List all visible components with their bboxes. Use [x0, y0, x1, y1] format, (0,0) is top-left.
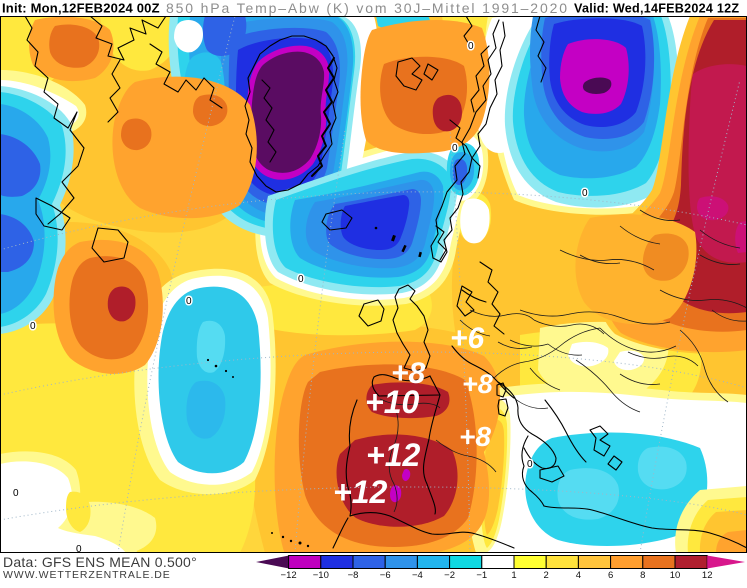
svg-text:12: 12 [702, 570, 713, 581]
svg-text:WWW.WETTERZENTRALE.DE: WWW.WETTERZENTRALE.DE [3, 569, 171, 581]
svg-text:−12: −12 [281, 570, 297, 581]
svg-text:2: 2 [544, 570, 549, 581]
svg-text:−1: −1 [476, 570, 487, 581]
svg-text:+6: +6 [450, 322, 485, 355]
svg-text:850 hPa Temp–Abw (K) vom 30J–M: 850 hPa Temp–Abw (K) vom 30J–Mittel 1991… [166, 0, 569, 16]
svg-text:0: 0 [30, 321, 36, 332]
svg-text:0: 0 [452, 143, 458, 154]
svg-text:−2: −2 [444, 570, 455, 581]
svg-text:0: 0 [76, 544, 82, 555]
svg-text:−6: −6 [380, 570, 391, 581]
svg-text:+12: +12 [366, 437, 420, 473]
svg-text:0: 0 [468, 41, 474, 52]
svg-text:4: 4 [576, 570, 581, 581]
svg-text:+12: +12 [333, 474, 387, 510]
svg-text:0: 0 [527, 459, 533, 470]
svg-text:Init: Mon,12FEB2024 00Z: Init: Mon,12FEB2024 00Z [2, 1, 160, 16]
svg-text:8: 8 [640, 570, 645, 581]
svg-text:0: 0 [298, 274, 304, 285]
svg-text:Data: GFS ENS MEAN 0.500°: Data: GFS ENS MEAN 0.500° [3, 554, 197, 570]
svg-text:1: 1 [511, 570, 516, 581]
svg-text:−10: −10 [313, 570, 329, 581]
svg-text:10: 10 [670, 570, 681, 581]
svg-text:0: 0 [186, 296, 192, 307]
svg-text:Valid: Wed,14FEB2024 12Z: Valid: Wed,14FEB2024 12Z [574, 2, 739, 16]
svg-text:−8: −8 [348, 570, 359, 581]
svg-text:+8: +8 [462, 369, 493, 399]
svg-text:+8: +8 [459, 421, 491, 452]
svg-text:6: 6 [608, 570, 613, 581]
svg-text:−4: −4 [412, 570, 423, 581]
svg-text:+8: +8 [391, 357, 426, 390]
svg-text:+10: +10 [365, 384, 419, 420]
svg-text:0: 0 [582, 188, 588, 199]
svg-text:0: 0 [13, 488, 19, 499]
